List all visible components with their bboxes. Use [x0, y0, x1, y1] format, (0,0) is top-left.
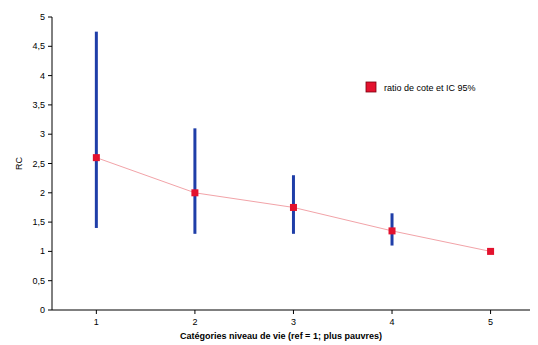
x-tick-label: 1: [94, 317, 99, 327]
x-tick: [392, 310, 393, 314]
confidence-interval: [193, 128, 196, 233]
y-tick-label: 1: [40, 246, 45, 256]
x-tick: [96, 310, 97, 314]
point-marker: [290, 204, 297, 211]
y-tick: [48, 251, 52, 252]
x-tick-label: 5: [488, 317, 493, 327]
y-tick-label: 3,5: [32, 100, 45, 110]
y-tick-label: 4: [40, 71, 45, 81]
y-tick: [48, 134, 52, 135]
y-tick-label: 4,5: [32, 41, 45, 51]
y-tick-label: 1,5: [32, 217, 45, 227]
y-tick-label: 2,5: [32, 159, 45, 169]
point-marker: [191, 189, 198, 196]
chart-container: 0 0,5 1 1,5 2 2,5 3 3,5 4 4,5 5 1 2 3 4 5 Catégories niv…: [0, 0, 538, 345]
x-tick-label: 4: [390, 317, 395, 327]
y-tick: [48, 75, 52, 76]
y-tick: [48, 104, 52, 105]
x-axis-line: [52, 310, 530, 311]
confidence-interval: [95, 32, 98, 228]
y-tick: [48, 222, 52, 223]
series-line: [96, 158, 490, 252]
point-marker: [487, 248, 494, 255]
x-tick-label: 2: [192, 317, 197, 327]
chart-svg: 0 0,5 1 1,5 2 2,5 3 3,5 4 4,5 5 1 2 3 4 5 Catégories niv…: [0, 0, 538, 345]
y-tick: [48, 46, 52, 47]
legend-label: ratio de cote et IC 95%: [384, 83, 476, 93]
y-tick: [48, 163, 52, 164]
point-marker: [93, 154, 100, 161]
y-tick-label: 5: [40, 12, 45, 22]
y-tick: [48, 310, 52, 311]
y-tick-label: 0,5: [32, 276, 45, 286]
y-tick-label: 3: [40, 129, 45, 139]
point-marker: [389, 227, 396, 234]
y-tick-label: 0: [40, 305, 45, 315]
x-tick: [293, 310, 294, 314]
x-axis-label: Catégories niveau de vie (ref = 1; plus …: [180, 331, 382, 341]
x-tick: [490, 310, 491, 314]
legend-swatch: [366, 82, 376, 92]
x-tick-label: 3: [291, 317, 296, 327]
y-tick: [48, 280, 52, 281]
plot-area: [93, 32, 494, 255]
y-tick-label: 2: [40, 188, 45, 198]
y-axis-label: RC: [14, 157, 24, 170]
y-tick: [48, 192, 52, 193]
y-tick: [48, 17, 52, 18]
x-tick: [194, 310, 195, 314]
